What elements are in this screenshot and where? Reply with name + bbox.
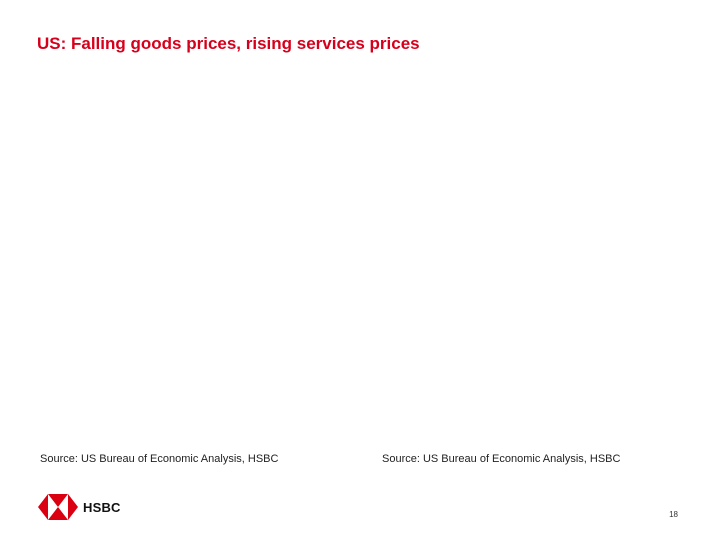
page-number: 18 [669, 510, 678, 519]
source-note-right: Source: US Bureau of Economic Analysis, … [382, 453, 621, 465]
chart-area-blank [37, 70, 683, 440]
source-note-left: Source: US Bureau of Economic Analysis, … [40, 453, 279, 465]
hsbc-logo: HSBC [38, 494, 121, 520]
logo-text: HSBC [83, 499, 121, 515]
slide-title: US: Falling goods prices, rising service… [37, 34, 420, 53]
hsbc-hexagon-icon [38, 494, 78, 520]
